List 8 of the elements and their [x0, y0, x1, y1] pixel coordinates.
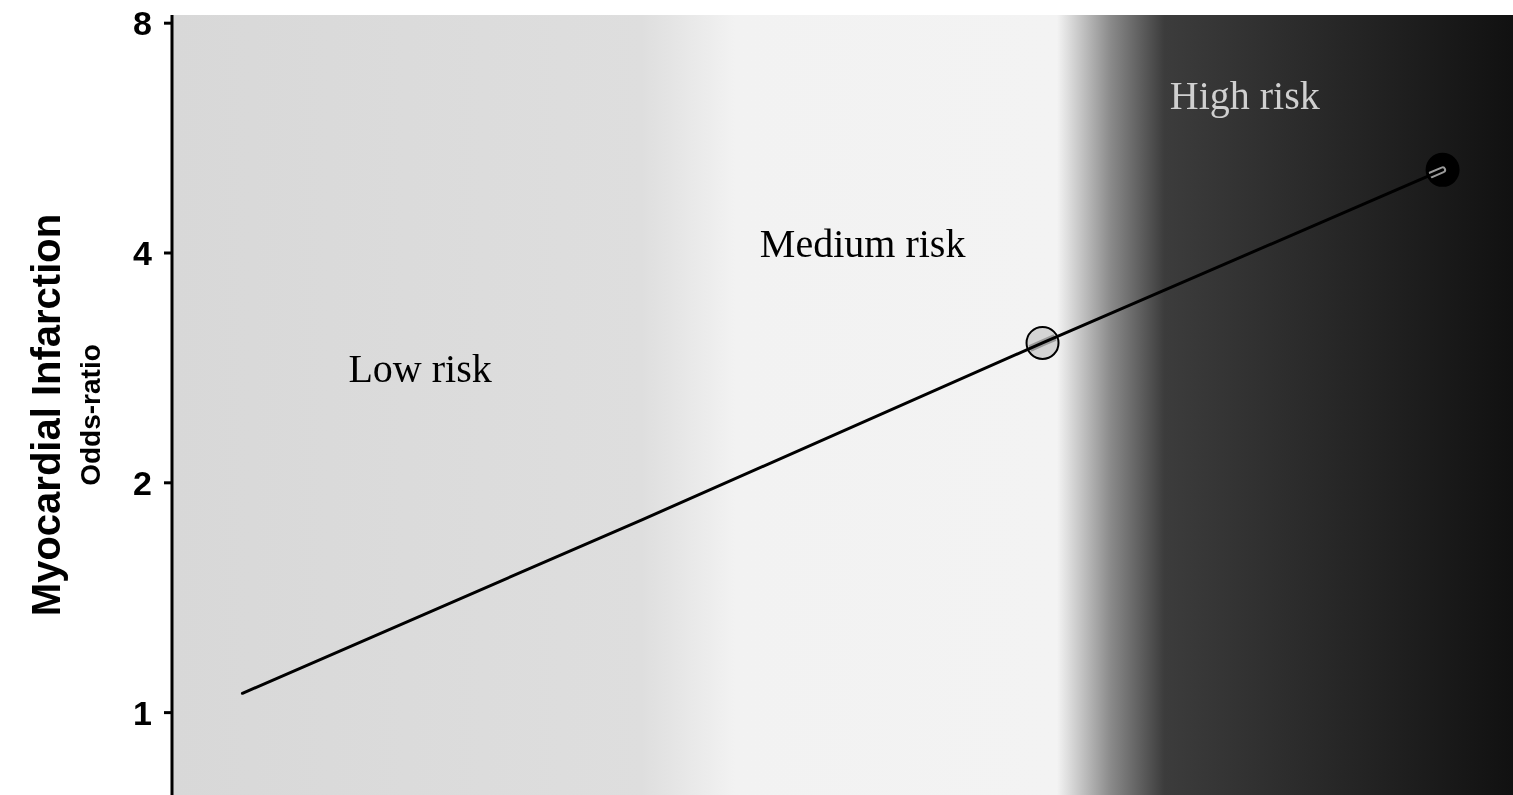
y-tick-label: 4 — [133, 233, 153, 272]
y-tick-label: 8 — [133, 4, 152, 43]
y-tick-label: 1 — [133, 693, 152, 732]
y-axis-title: Myocardial Infarction Odds-ratio — [24, 213, 106, 617]
annotation: Medium risk — [759, 220, 966, 266]
y-tick-label: 2 — [133, 463, 152, 502]
annotation: Low risk — [348, 345, 492, 391]
annotation: High risk — [1169, 72, 1320, 118]
